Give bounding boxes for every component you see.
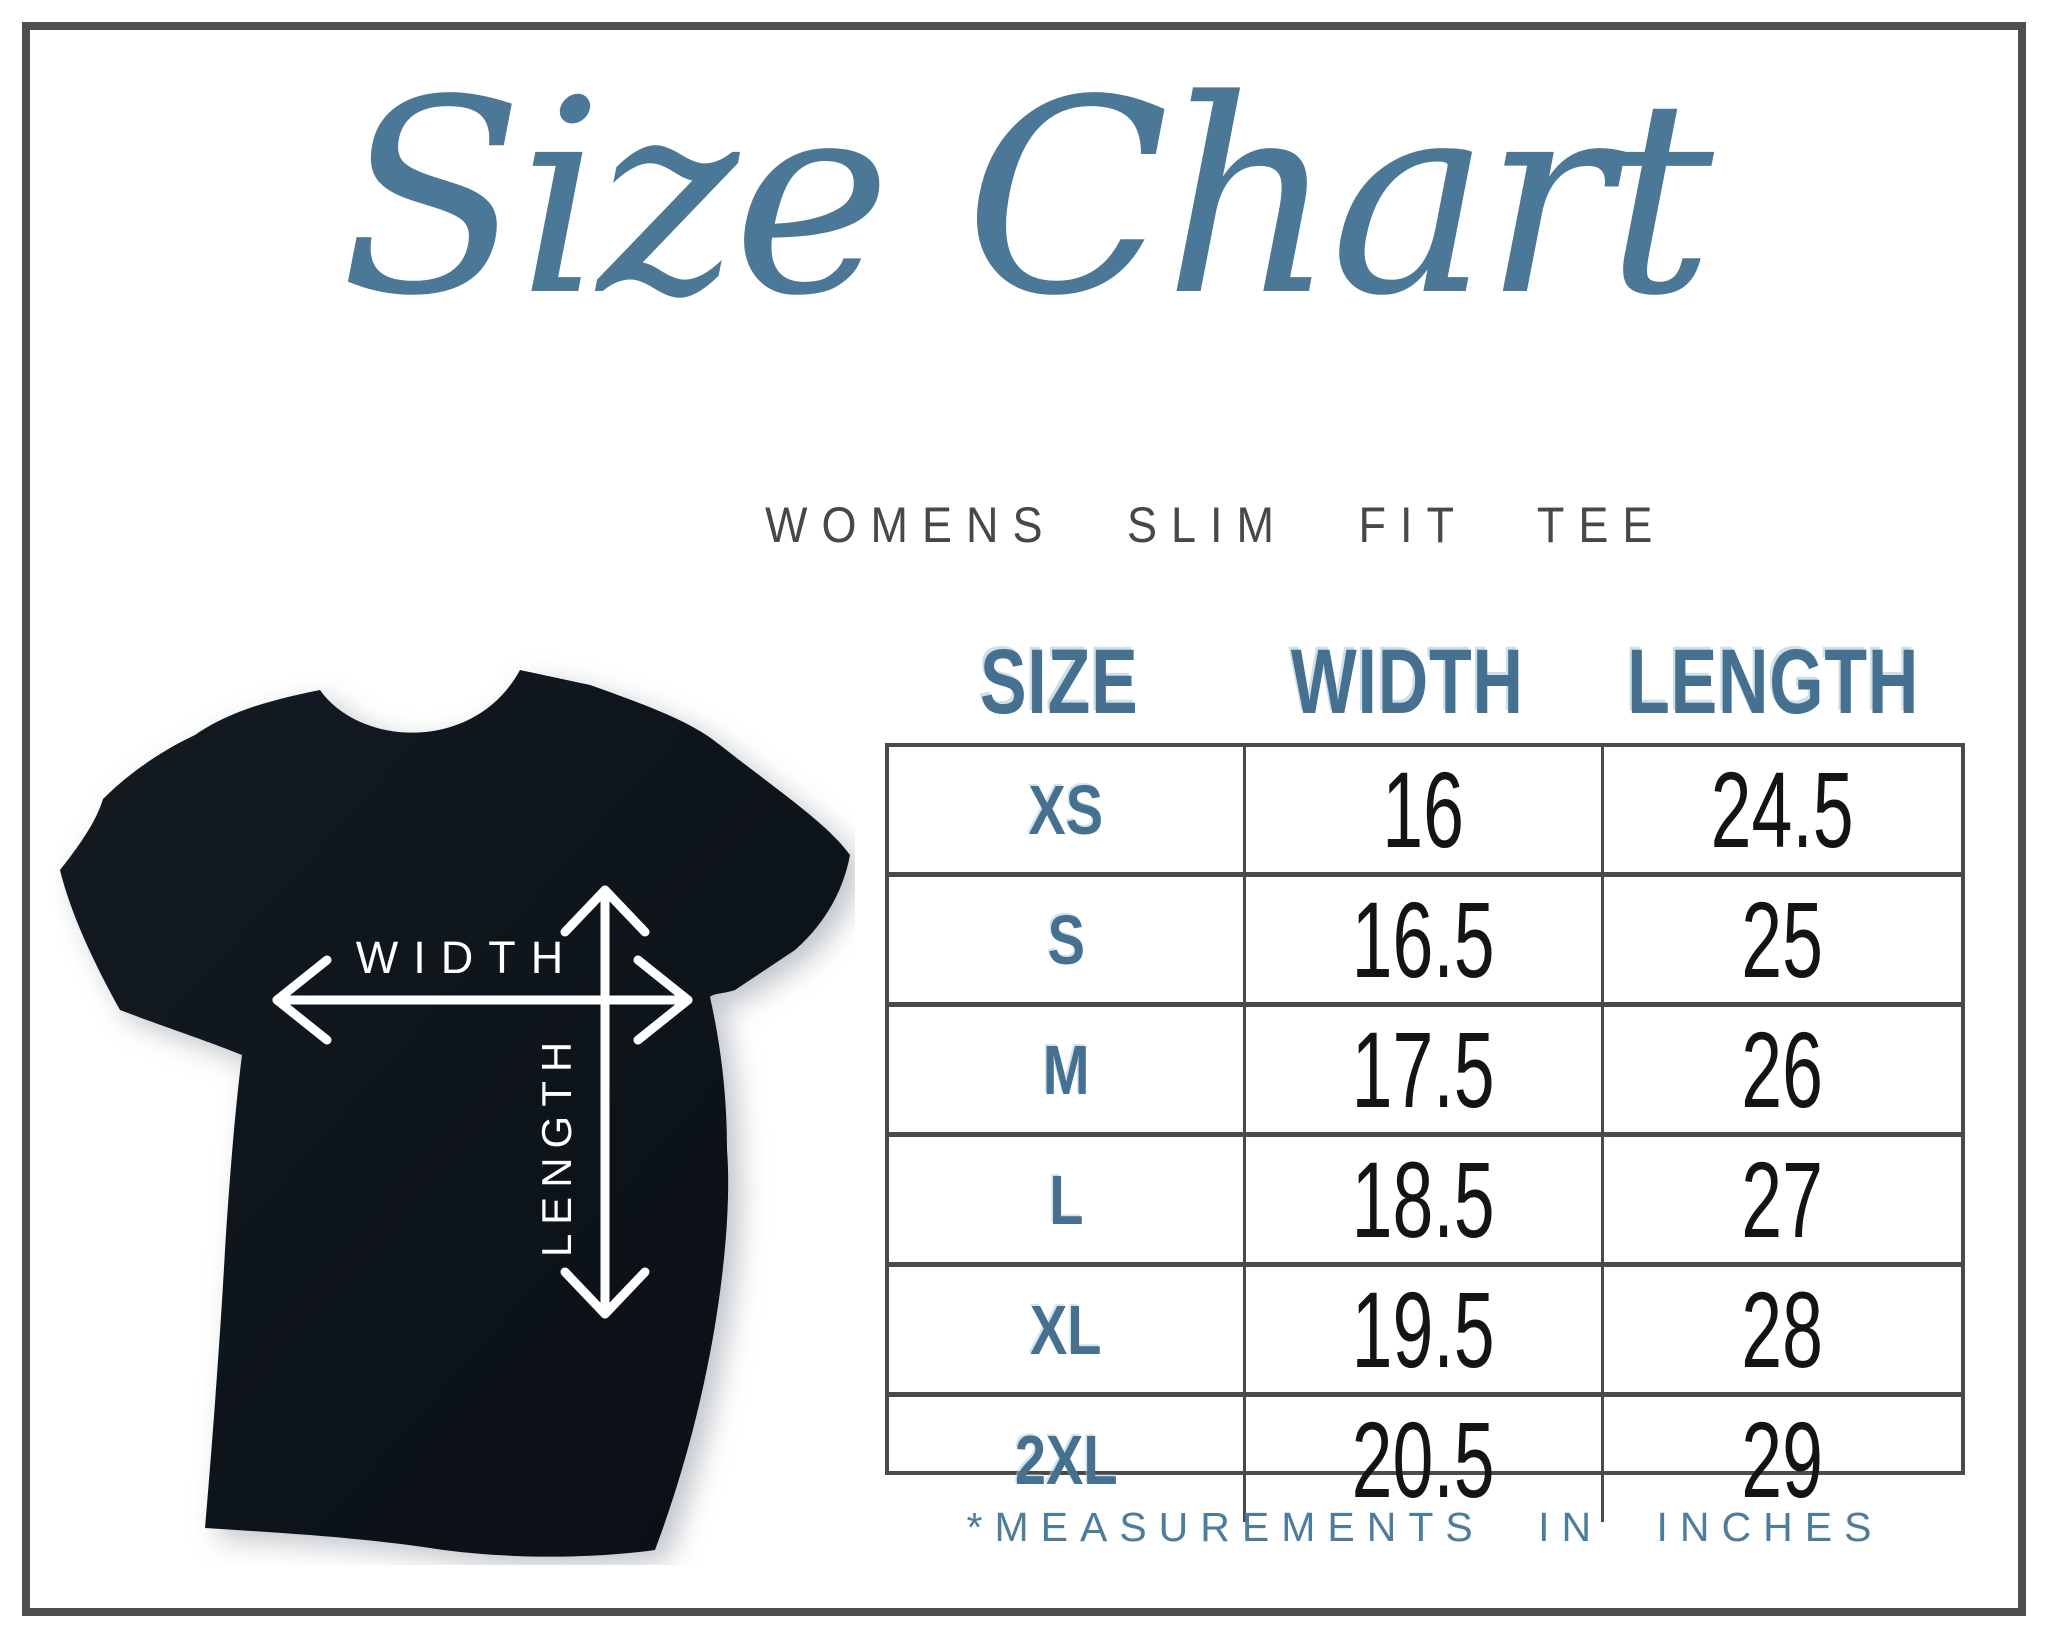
length-cell-l: 27 (1603, 1137, 1961, 1267)
page-subtitle: WOMENS SLIM FIT TEE (765, 496, 1667, 554)
width-cell-m: 17.5 (1246, 1007, 1604, 1137)
size-table-headers: SIZE WIDTH LENGTH (885, 630, 1965, 734)
length-arrow (560, 885, 650, 1319)
header-width: WIDTH (1290, 630, 1524, 733)
length-cell-xl: 28 (1603, 1267, 1961, 1397)
size-table: XS 16 24.5 S 16.5 25 M 17.5 26 L 18.5 27… (885, 743, 1965, 1522)
width-arrow (272, 955, 693, 1045)
width-cell-2xl: 20.5 (1246, 1397, 1604, 1522)
length-cell-s: 25 (1603, 877, 1961, 1007)
page-title: Size Chart (340, 43, 1714, 355)
width-cell-s: 16.5 (1246, 877, 1604, 1007)
width-cell-l: 18.5 (1246, 1137, 1604, 1267)
tshirt-silhouette (60, 670, 850, 1557)
size-cell-l: L (889, 1137, 1247, 1267)
tshirt-graphic: WIDTH LENGTH (55, 585, 855, 1565)
size-cell-xs: XS (889, 747, 1247, 877)
header-size: SIZE (979, 630, 1139, 733)
size-cell-xl: XL (889, 1267, 1247, 1397)
size-cell-m: M (889, 1007, 1247, 1137)
header-length: LENGTH (1626, 630, 1919, 733)
width-cell-xl: 19.5 (1246, 1267, 1604, 1397)
width-cell-xs: 16 (1246, 747, 1604, 877)
length-arrow-label: LENGTH (533, 1033, 580, 1257)
length-cell-m: 26 (1603, 1007, 1961, 1137)
size-cell-2xl: 2XL (889, 1397, 1247, 1522)
length-cell-2xl: 29 (1741, 1399, 1824, 1520)
length-cell-xs: 24.5 (1603, 747, 1961, 877)
measurements-note: *MEASUREMENTS IN INCHES (966, 1504, 1884, 1550)
size-cell-s: S (889, 877, 1247, 1007)
width-arrow-label: WIDTH (356, 932, 578, 983)
